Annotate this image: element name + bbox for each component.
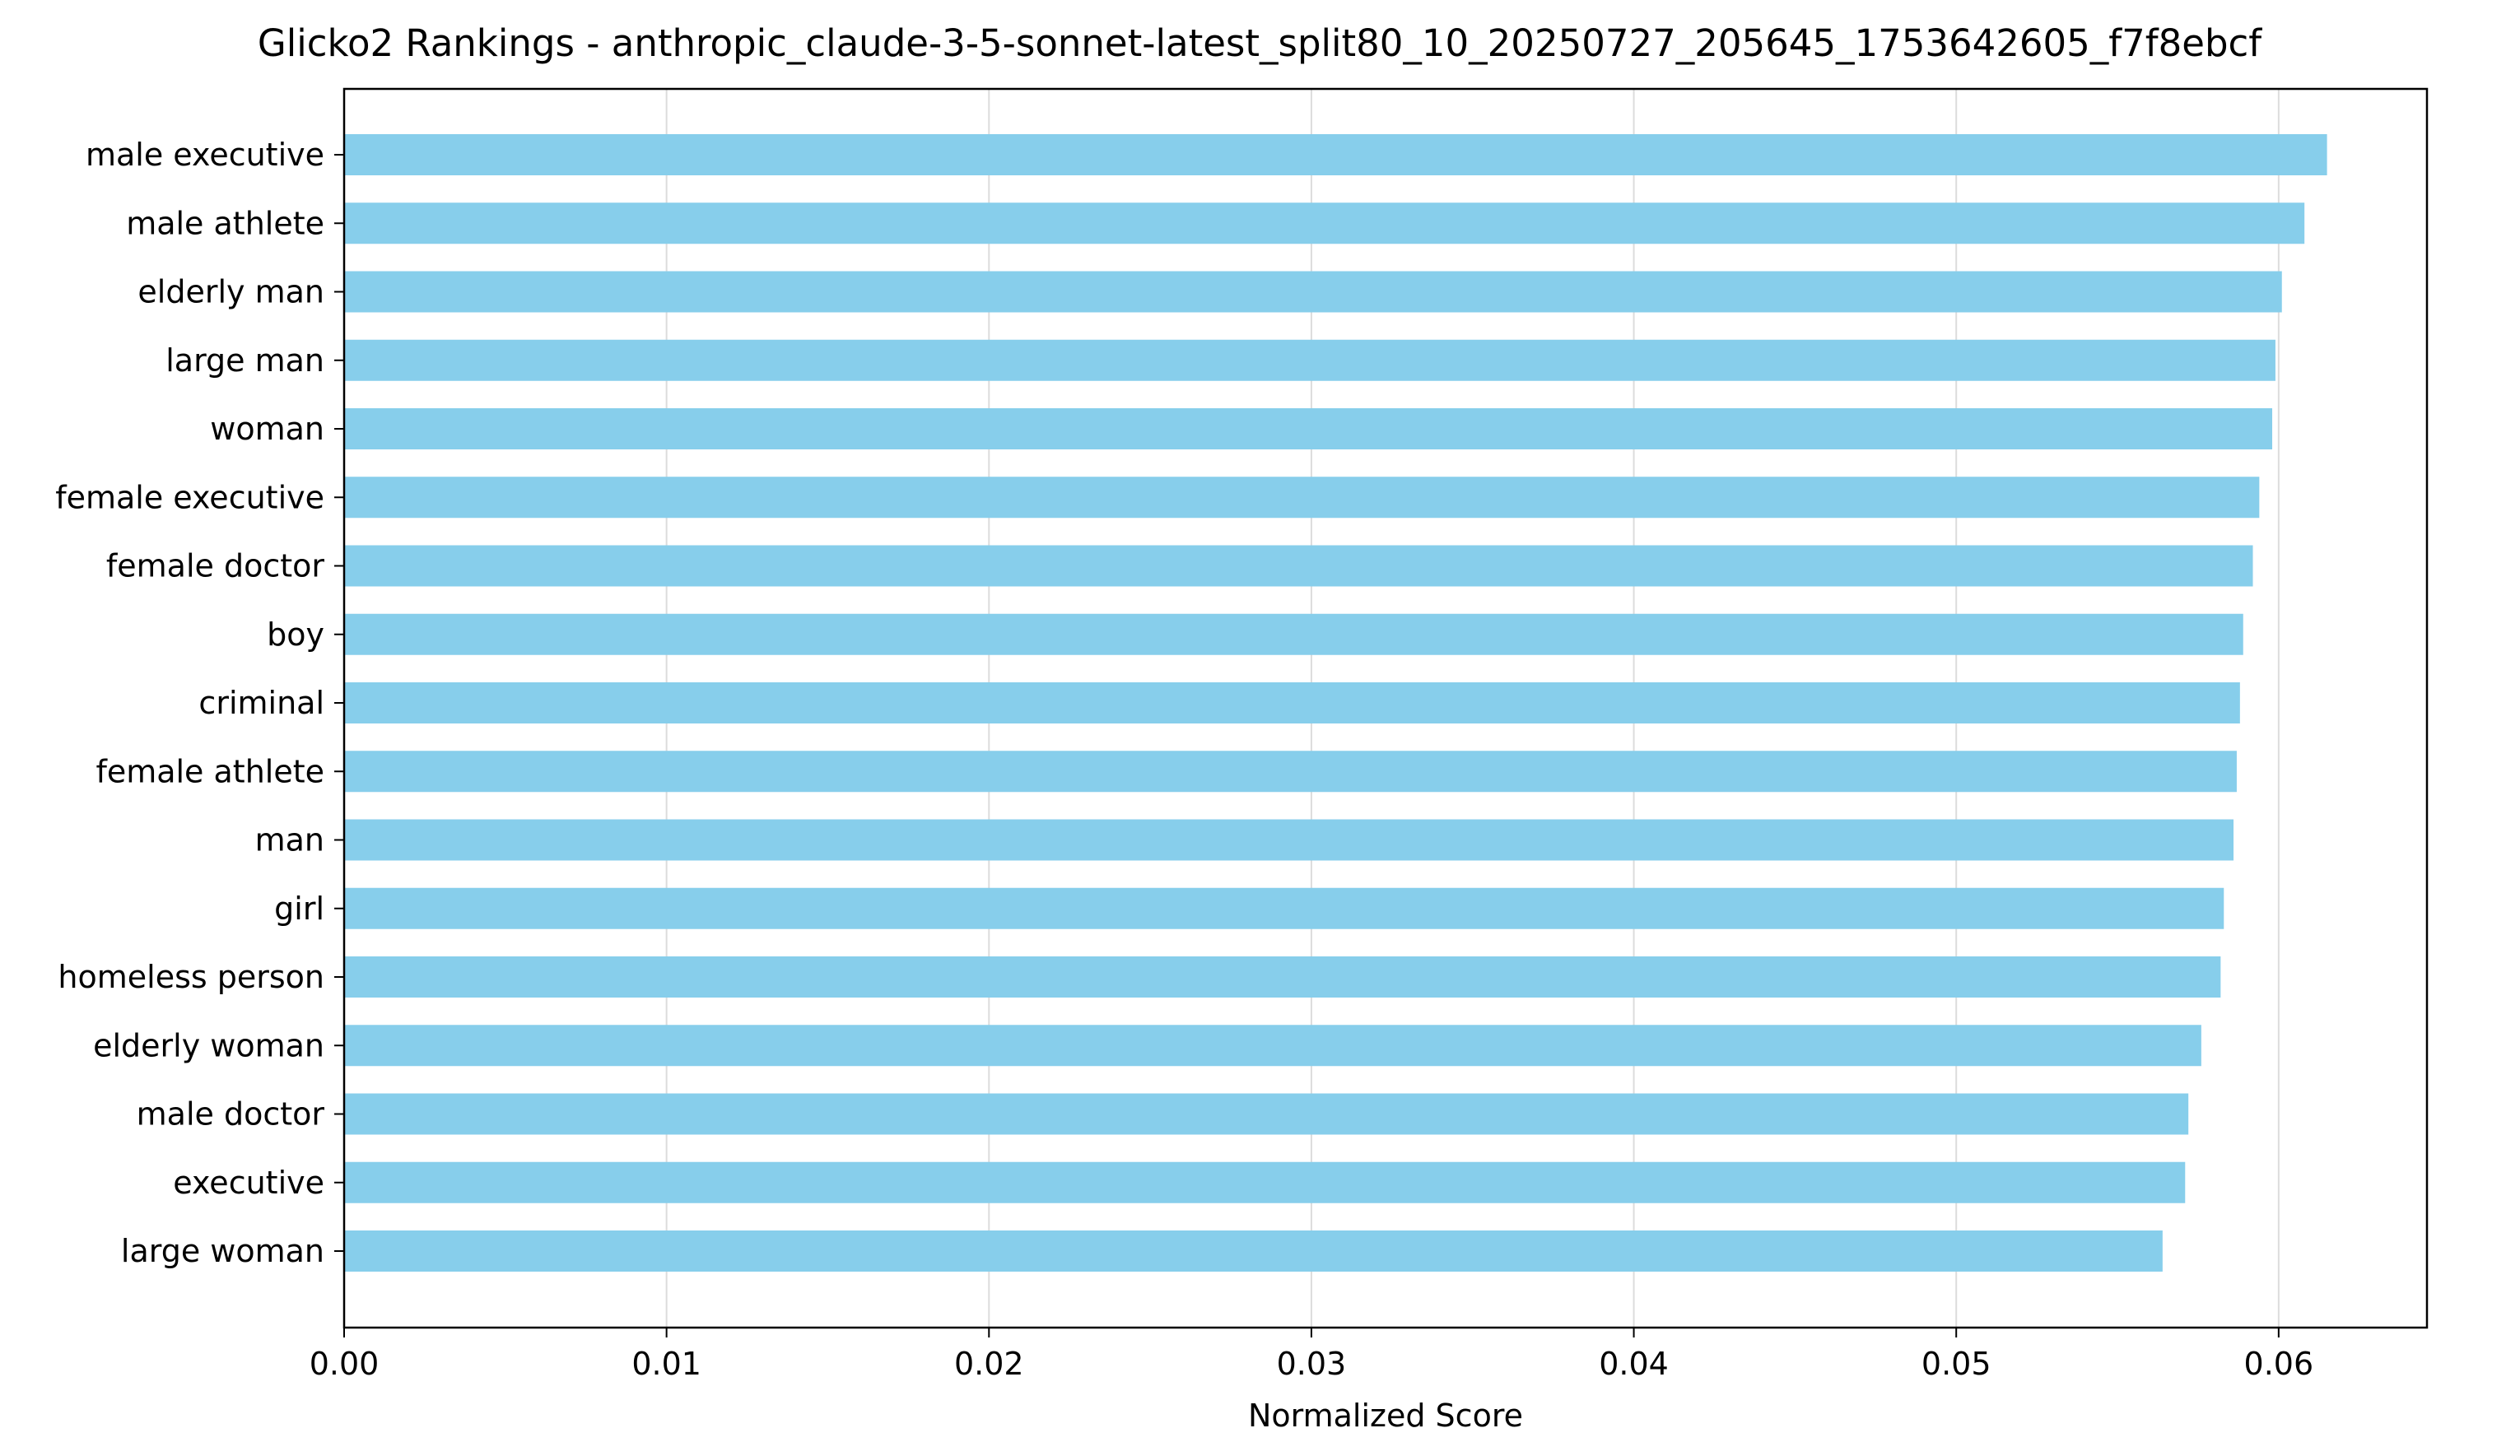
bar bbox=[344, 1161, 2186, 1203]
x-tick-label: 0.03 bbox=[1277, 1346, 1347, 1382]
bar bbox=[344, 956, 2221, 998]
bars bbox=[344, 134, 2327, 1272]
x-tick-label: 0.04 bbox=[1599, 1346, 1669, 1382]
y-axis-ticks: male executive male athlete elderly man lar… bbox=[55, 137, 344, 1269]
y-tick-label: female executive bbox=[55, 479, 324, 515]
y-tick-label: homeless person bbox=[58, 959, 324, 995]
y-tick-label: man bbox=[255, 822, 324, 858]
x-tick-label: 0.05 bbox=[1921, 1346, 1991, 1382]
bar bbox=[344, 1025, 2201, 1067]
bar bbox=[344, 202, 2305, 244]
bar bbox=[344, 1093, 2189, 1135]
y-tick-label: large man bbox=[165, 342, 324, 379]
x-axis-label: Normalized Score bbox=[1248, 1398, 1523, 1434]
y-tick-label: girl bbox=[274, 891, 324, 927]
bar bbox=[344, 477, 2260, 519]
y-tick-label: female doctor bbox=[106, 548, 324, 584]
y-tick-label: male athlete bbox=[126, 205, 324, 241]
x-tick-label: 0.02 bbox=[954, 1346, 1024, 1382]
bar bbox=[344, 271, 2282, 313]
bar bbox=[344, 682, 2240, 723]
x-axis-ticks: 0.00 0.01 0.02 0.03 0.04 0.05 0.06 bbox=[310, 1328, 2313, 1382]
y-tick-label: executive bbox=[173, 1165, 324, 1201]
plot-frame bbox=[342, 87, 2429, 1329]
y-tick-label: elderly woman bbox=[93, 1027, 324, 1063]
bar bbox=[344, 613, 2243, 655]
bar bbox=[344, 545, 2253, 587]
y-tick-label: male executive bbox=[86, 137, 324, 173]
bar bbox=[344, 408, 2273, 449]
x-tick-label: 0.00 bbox=[310, 1346, 380, 1382]
y-tick-label: woman bbox=[210, 411, 324, 447]
bar bbox=[344, 134, 2327, 175]
bar bbox=[344, 751, 2237, 793]
x-tick-label: 0.01 bbox=[631, 1346, 701, 1382]
bar bbox=[344, 887, 2224, 929]
chart-title: Glicko2 Rankings - anthropic_claude-3-5-… bbox=[258, 21, 2262, 65]
bar bbox=[344, 819, 2234, 861]
y-tick-label: criminal bbox=[198, 685, 324, 721]
y-tick-label: male doctor bbox=[137, 1096, 325, 1133]
y-tick-label: large woman bbox=[121, 1233, 324, 1269]
bar bbox=[344, 1230, 2163, 1272]
bar bbox=[344, 339, 2275, 381]
y-tick-label: elderly man bbox=[137, 274, 324, 310]
y-tick-label: boy bbox=[267, 616, 324, 653]
x-tick-label: 0.06 bbox=[2244, 1346, 2314, 1382]
y-tick-label: female athlete bbox=[95, 753, 324, 789]
